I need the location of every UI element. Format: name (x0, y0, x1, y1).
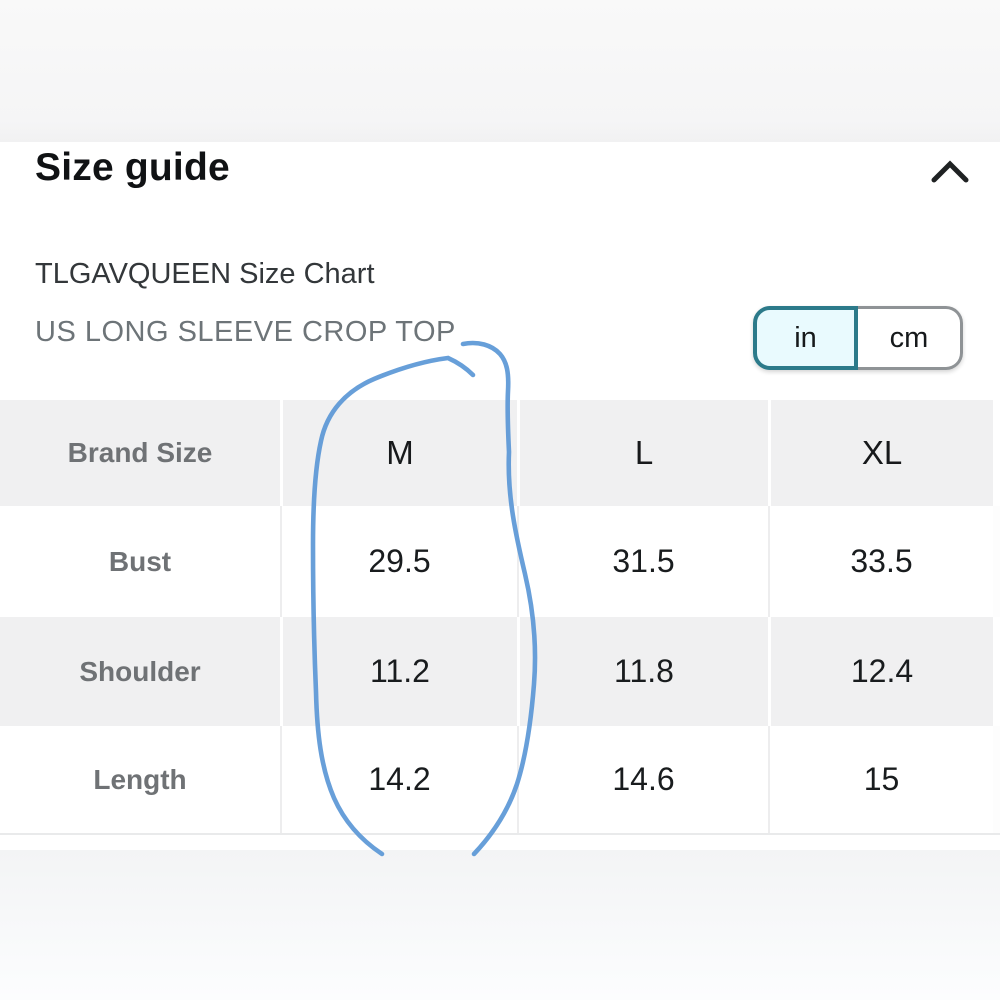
unit-in-button[interactable]: in (753, 306, 858, 370)
table-row-bust: Bust 29.5 31.5 33.5 (0, 506, 1000, 617)
size-guide-header: Size guide (0, 146, 1000, 206)
cell-bust-m: 29.5 (280, 506, 517, 617)
size-table: Brand Size M L XL Bust 29.5 31.5 33.5 Sh… (0, 400, 1000, 835)
chart-subtitle: US LONG SLEEVE CROP TOP (35, 316, 456, 348)
row-label: Length (0, 726, 280, 833)
unit-cm-button[interactable]: cm (858, 306, 963, 370)
chevron-up-icon (930, 158, 970, 189)
cell-length-m: 14.2 (280, 726, 517, 833)
bottom-dim-band (0, 850, 1000, 1000)
cell-length-xl: 15 (768, 726, 1000, 833)
cell-bust-xl: 33.5 (768, 506, 1000, 617)
page-title: Size guide (35, 146, 230, 189)
row-label: Shoulder (0, 617, 280, 726)
cell-length-l: 14.6 (517, 726, 768, 833)
row-label: Bust (0, 506, 280, 617)
header-cell-brand-size: Brand Size (0, 400, 280, 506)
table-row-length: Length 14.2 14.6 15 (0, 726, 1000, 835)
chart-title: TLGAVQUEEN Size Chart (35, 258, 375, 290)
header-cell-size-l: L (517, 400, 768, 506)
header-cell-size-xl: XL (768, 400, 1000, 506)
cell-shoulder-xl: 12.4 (768, 617, 1000, 726)
table-row-shoulder: Shoulder 11.2 11.8 12.4 (0, 617, 1000, 726)
collapse-button[interactable] (918, 148, 982, 198)
cell-shoulder-l: 11.8 (517, 617, 768, 726)
unit-toggle: in cm (753, 306, 963, 370)
cell-bust-l: 31.5 (517, 506, 768, 617)
cell-shoulder-m: 11.2 (280, 617, 517, 726)
top-dim-band (0, 0, 1000, 142)
header-cell-size-m: M (280, 400, 517, 506)
table-header-row: Brand Size M L XL (0, 400, 1000, 506)
